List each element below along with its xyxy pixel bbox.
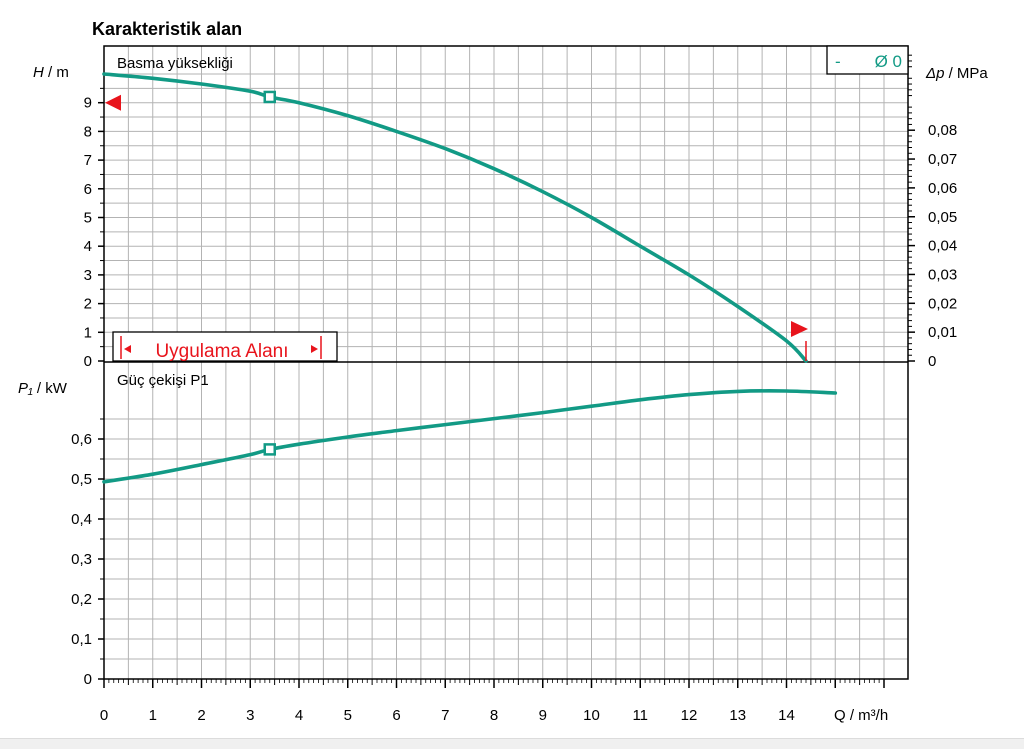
- power-operating-point: [263, 443, 276, 456]
- x-tick-label: 10: [583, 707, 600, 724]
- x-tick-label: 11: [632, 707, 648, 724]
- chart-title: Karakteristik alan: [92, 19, 242, 39]
- head-y-tick-label: 6: [84, 181, 92, 198]
- flow-axis-label: Q / m³/h: [834, 707, 888, 724]
- x-tick-label: 3: [246, 707, 254, 724]
- pressure-tick-label: 0,08: [928, 122, 957, 139]
- x-tick-label: 7: [441, 707, 449, 724]
- power-y-tick-label: 0,2: [71, 591, 92, 608]
- ticks: 012345678900,010,020,030,040,050,060,070…: [71, 54, 957, 724]
- pressure-tick-label: 0,03: [928, 266, 957, 283]
- application-range: Uygulama Alanı: [112, 331, 338, 362]
- legend-dash: -: [835, 52, 841, 71]
- head-y-tick-label: 1: [84, 324, 92, 341]
- markers: [105, 90, 808, 456]
- axis-labels: H / m Δp / MPa P₁ / kW Q / m³/h: [18, 64, 988, 724]
- power-y-tick-label: 0,1: [71, 631, 92, 648]
- legend: - Ø 0: [826, 45, 909, 75]
- head-y-tick-label: 2: [84, 296, 92, 313]
- x-tick-label: 1: [149, 707, 157, 724]
- pressure-axis-label: Δp / MPa: [925, 65, 988, 82]
- head-y-tick-label: 3: [84, 267, 92, 284]
- power-y-tick-label: 0,4: [71, 511, 92, 528]
- power-panel-label: Güç çekişi P1: [117, 372, 209, 389]
- application-range-box: [112, 331, 338, 362]
- head-panel-label: Basma yüksekliği: [117, 55, 233, 72]
- x-tick-label: 14: [778, 707, 795, 724]
- x-tick-label: 6: [392, 707, 400, 724]
- x-tick-label: 2: [197, 707, 205, 724]
- head-y-tick-label: 7: [84, 152, 92, 169]
- max-flow-marker: [791, 321, 808, 337]
- pressure-tick-label: 0,05: [928, 209, 957, 226]
- power-y-tick-label: 0,3: [71, 551, 92, 568]
- x-tick-label: 0: [100, 707, 108, 724]
- legend-label: Ø 0: [875, 52, 902, 71]
- pressure-tick-label: 0,07: [928, 151, 957, 168]
- application-range-right-arrow: [311, 345, 318, 353]
- x-tick-label: 13: [729, 707, 746, 724]
- head-y-tick-label: 0: [84, 353, 92, 370]
- power-y-tick-label: 0,5: [71, 471, 92, 488]
- pressure-tick-label: 0,04: [928, 238, 957, 255]
- application-range-label: Uygulama Alanı: [155, 341, 288, 362]
- head-y-tick-label: 5: [84, 210, 92, 227]
- head-y-tick-label: 9: [84, 95, 92, 112]
- head-y-tick-label: 8: [84, 123, 92, 140]
- x-tick-label: 5: [344, 707, 352, 724]
- power-y-tick-label: 0,6: [71, 431, 92, 448]
- grid: [103, 45, 909, 680]
- head-operating-point: [263, 90, 276, 104]
- x-tick-label: 12: [681, 707, 698, 724]
- power-y-tick-label: 0: [84, 671, 92, 688]
- x-tick-label: 9: [539, 707, 547, 724]
- head-y-tick-label: 4: [84, 238, 92, 255]
- x-tick-label: 8: [490, 707, 498, 724]
- page-bottom-strip: [0, 738, 1024, 749]
- pressure-tick-label: 0,01: [928, 324, 957, 341]
- x-tick-label: 4: [295, 707, 303, 724]
- set-head-marker: [105, 94, 121, 111]
- curves: [102, 72, 838, 484]
- pressure-tick-label: 0,02: [928, 295, 957, 312]
- head-axis-label: H / m: [33, 64, 69, 81]
- head-curve: [102, 72, 808, 363]
- power-axis-label: P₁ / kW: [18, 380, 68, 397]
- pressure-tick-label: 0,06: [928, 180, 957, 197]
- pressure-tick-label: 0: [928, 353, 936, 370]
- application-range-left-arrow: [124, 345, 131, 353]
- legend-box: [826, 45, 909, 75]
- power-curve: [102, 389, 838, 484]
